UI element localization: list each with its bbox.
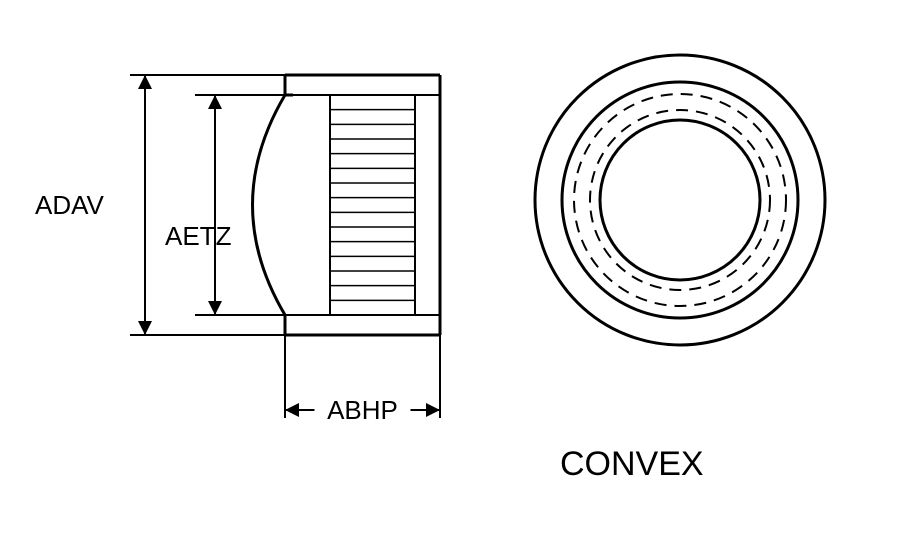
dim-label-adav: ADAV bbox=[35, 190, 105, 220]
drawing-title: CONVEX bbox=[560, 445, 704, 483]
dim-label-abhp: ABHP bbox=[327, 395, 398, 425]
dim-label-aetz: AETZ bbox=[165, 221, 232, 251]
